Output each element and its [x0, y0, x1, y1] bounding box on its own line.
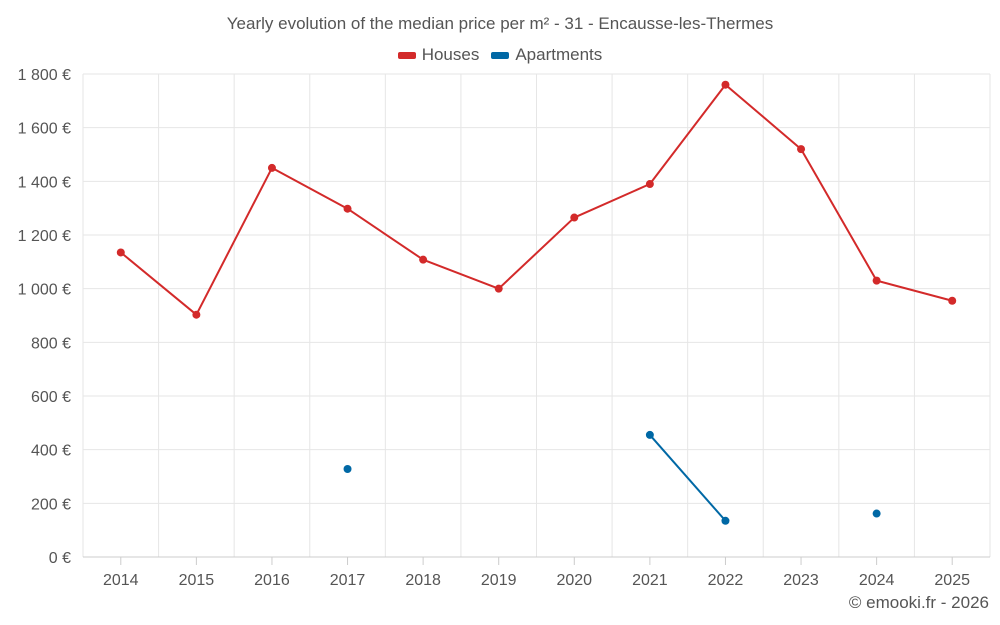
legend-item-houses[interactable]: Houses	[397, 45, 480, 65]
y-tick-label: 0 €	[49, 550, 71, 567]
chart-title: Yearly evolution of the median price per…	[226, 14, 774, 33]
data-point-apartments	[872, 509, 881, 518]
y-tick-label: 400 €	[31, 443, 71, 460]
legend: Houses Apartments	[0, 45, 1000, 65]
data-point-houses	[267, 163, 276, 172]
x-tick-label: 2022	[708, 572, 744, 589]
y-tick-label: 1 400 €	[18, 174, 71, 191]
x-tick-label: 2019	[481, 572, 517, 589]
data-point-houses	[721, 80, 730, 89]
y-tick-label: 600 €	[31, 389, 71, 406]
data-point-apartments	[721, 516, 730, 525]
x-tick-label: 2018	[405, 572, 441, 589]
data-point-houses	[192, 310, 201, 319]
x-tick-label: 2015	[179, 572, 215, 589]
data-point-houses	[419, 255, 428, 264]
series-line-houses	[120, 83, 953, 316]
series-line-apartments	[649, 434, 727, 522]
legend-swatch-apartments	[491, 51, 510, 59]
legend-label-houses: Houses	[421, 45, 480, 64]
x-tick-label: 2016	[254, 572, 290, 589]
legend-item-apartments[interactable]: Apartments	[491, 45, 602, 65]
x-tick-label: 2020	[556, 572, 592, 589]
data-point-houses	[872, 276, 881, 285]
x-tick-label: 2021	[632, 572, 668, 589]
data-point-houses	[948, 296, 957, 305]
data-point-houses	[116, 248, 125, 257]
credit-text: © emooki.fr - 2026	[848, 593, 989, 612]
data-point-houses	[343, 204, 352, 213]
y-tick-label: 1 200 €	[18, 228, 71, 245]
y-tick-label: 1 800 €	[18, 67, 71, 84]
data-point-houses	[494, 284, 503, 293]
data-point-houses	[797, 145, 806, 154]
data-point-houses	[570, 213, 579, 222]
legend-swatch-houses	[397, 51, 416, 59]
x-tick-label: 2025	[934, 572, 970, 589]
x-tick-label: 2014	[103, 572, 139, 589]
data-point-houses	[645, 180, 654, 189]
y-tick-label: 1 000 €	[18, 282, 71, 299]
x-tick-label: 2017	[330, 572, 366, 589]
y-tick-label: 1 600 €	[18, 121, 71, 138]
x-tick-label: 2023	[783, 572, 819, 589]
data-point-apartments	[645, 430, 654, 439]
y-tick-label: 800 €	[31, 335, 71, 352]
x-tick-label: 2024	[859, 572, 895, 589]
y-tick-label: 200 €	[31, 496, 71, 513]
legend-label-apartments: Apartments	[515, 45, 603, 64]
data-point-apartments	[343, 464, 352, 473]
